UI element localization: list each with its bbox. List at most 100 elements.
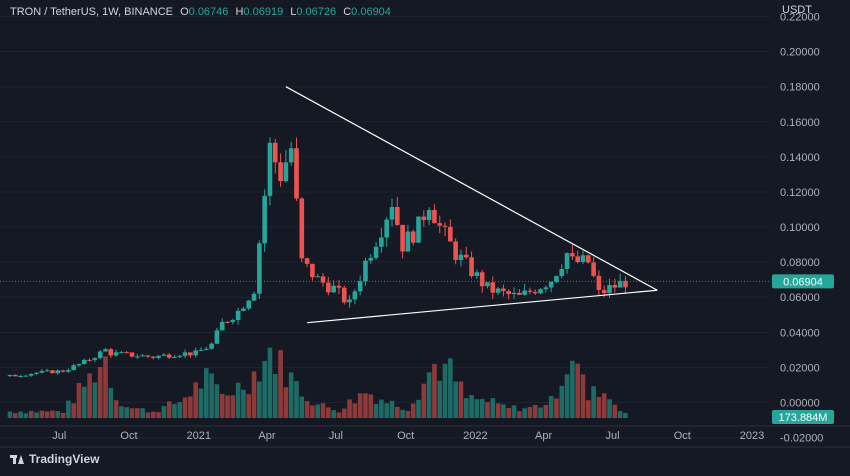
candle-body xyxy=(204,348,209,351)
volume-bar xyxy=(320,403,326,418)
x-tick-label: Oct xyxy=(397,430,414,442)
low-value: 0.06726 xyxy=(296,6,337,18)
volume-bar xyxy=(522,408,527,418)
candle-body xyxy=(485,282,490,287)
candle-body xyxy=(108,349,114,356)
candle-body xyxy=(23,375,29,377)
candle-body xyxy=(18,376,23,378)
candle-body xyxy=(278,162,283,182)
candle-body xyxy=(262,195,267,244)
candle-body xyxy=(135,356,140,358)
candle-body xyxy=(182,352,188,356)
volume-bar xyxy=(119,406,124,418)
volume-bar xyxy=(474,399,480,418)
close-label: C xyxy=(343,6,352,18)
candle-body xyxy=(469,257,474,277)
candle-body xyxy=(81,359,87,364)
candle-body xyxy=(246,300,252,309)
volume-bar xyxy=(241,389,246,418)
candle-body xyxy=(294,148,299,199)
volume-bar xyxy=(44,411,50,418)
candle-body xyxy=(76,363,82,366)
candle-body xyxy=(66,370,71,372)
volume-bar xyxy=(299,396,305,418)
candle-body xyxy=(410,231,416,243)
volume-bar xyxy=(193,382,198,418)
candle-body xyxy=(310,263,315,278)
candle-body xyxy=(368,257,374,261)
candle-body xyxy=(257,243,262,294)
candle-body xyxy=(60,370,66,372)
volume-bar xyxy=(421,383,427,418)
candle-body xyxy=(299,198,305,259)
volume-bar xyxy=(352,403,358,418)
y-tick-label: 0.10000 xyxy=(780,222,820,234)
volume-bar xyxy=(60,412,66,418)
volume-bar xyxy=(283,387,289,418)
candle-body xyxy=(225,321,230,323)
volume-bar xyxy=(554,398,559,418)
close-value: 0.06904 xyxy=(351,6,391,18)
volume-bar xyxy=(18,411,23,418)
candle-body xyxy=(575,256,580,263)
volume-bar xyxy=(511,405,517,418)
candle-body xyxy=(326,282,331,293)
y-tick-label: 0.12000 xyxy=(780,187,820,199)
volume-bar xyxy=(543,405,549,418)
candle-body xyxy=(580,255,586,263)
candle-body xyxy=(241,308,246,311)
y-tick-label: 0.22000 xyxy=(780,12,820,24)
candle-body xyxy=(113,352,119,356)
volume-bar xyxy=(219,393,225,418)
candle-body xyxy=(320,276,326,283)
candle-body xyxy=(283,162,289,182)
volume-bar xyxy=(389,400,395,418)
candle-body xyxy=(490,282,496,293)
candle-body xyxy=(209,343,214,349)
volume-bar xyxy=(140,408,145,418)
candle-body xyxy=(39,370,45,373)
symbol-title: TRON / TetherUS, 1W, BINANCE xyxy=(10,6,174,18)
tradingview-logo-icon xyxy=(10,453,24,465)
candle-body xyxy=(607,285,612,294)
candle-body xyxy=(421,216,427,221)
candle-body xyxy=(522,290,527,295)
y-tick-label: 0.18000 xyxy=(780,82,820,94)
candle-body xyxy=(198,350,204,352)
last-price-label: 0.06904 xyxy=(783,276,823,288)
volume-bar xyxy=(97,366,103,418)
candle-body xyxy=(166,354,172,358)
candle-body xyxy=(543,287,549,290)
x-tick-label: Oct xyxy=(674,430,691,442)
volume-bar xyxy=(225,395,230,418)
volume-bar xyxy=(304,401,310,418)
volume-bar xyxy=(368,394,374,418)
y-tick-label: 0.16000 xyxy=(780,117,820,129)
volume-bar xyxy=(251,371,257,418)
volume-bar xyxy=(336,412,342,418)
x-tick-label: Oct xyxy=(120,430,137,442)
candle-body xyxy=(7,374,13,377)
volume-bar xyxy=(532,404,538,418)
tradingview-brand[interactable]: TradingView xyxy=(10,452,99,466)
volume-bar xyxy=(81,386,87,418)
volume-bar xyxy=(66,400,71,418)
volume-bar xyxy=(596,396,602,418)
volume-bar xyxy=(214,384,220,418)
volume-bar xyxy=(262,360,267,418)
candle-body xyxy=(426,209,432,221)
volume-bar xyxy=(278,350,283,418)
volume-bar xyxy=(124,407,130,418)
volume-bar xyxy=(28,410,34,418)
volume-bar xyxy=(7,411,13,418)
volume-bar xyxy=(161,406,167,418)
volume-bar xyxy=(394,406,400,418)
price-axis-panel xyxy=(770,0,850,430)
candle-body xyxy=(591,262,596,276)
candle-body xyxy=(623,280,628,288)
candle-body xyxy=(235,310,241,320)
x-tick-label: Apr xyxy=(535,430,552,442)
candle-body xyxy=(150,356,156,358)
y-tick-label: 0.04000 xyxy=(780,327,820,339)
